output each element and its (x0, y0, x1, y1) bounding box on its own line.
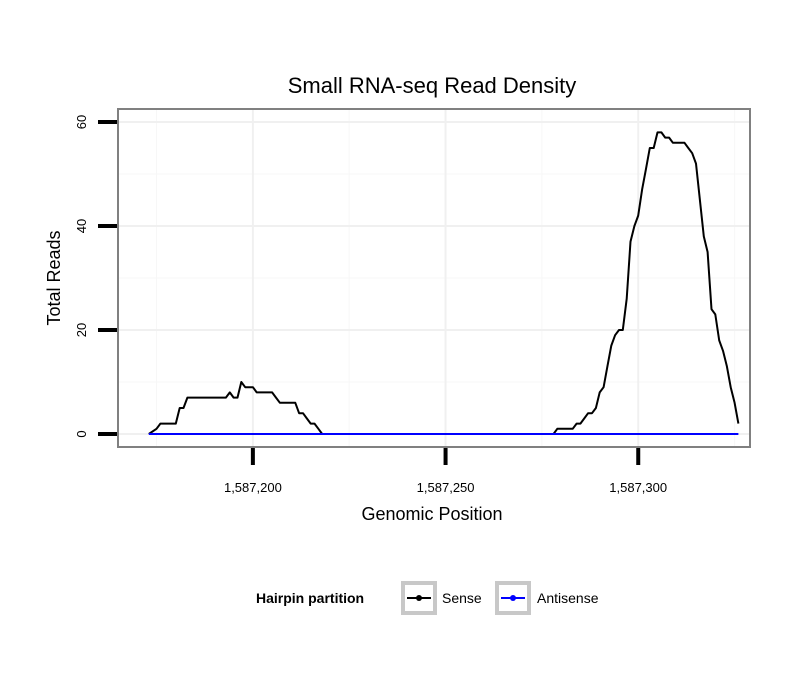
legend-title: Hairpin partition (256, 590, 364, 606)
x-axis: 1,587,200 1,587,250 1,587,300 (224, 448, 667, 495)
legend-label-antisense: Antisense (537, 590, 599, 606)
chart-title: Small RNA-seq Read Density (288, 73, 577, 98)
x-tick-label-1587250: 1,587,250 (417, 480, 475, 495)
legend-key-antisense-dot (510, 595, 516, 601)
legend: Hairpin partition Sense Antisense (256, 581, 599, 615)
x-tick-label-1587300: 1,587,300 (609, 480, 667, 495)
x-tick-label-1587200: 1,587,200 (224, 480, 282, 495)
y-axis: 0 20 40 60 (74, 115, 117, 438)
x-axis-label: Genomic Position (361, 504, 502, 524)
legend-item-sense: Sense (401, 581, 482, 615)
legend-label-sense: Sense (442, 590, 482, 606)
y-tick-label-40: 40 (74, 219, 89, 233)
legend-key-sense-dot (416, 595, 422, 601)
plot-area (117, 108, 751, 448)
plot-border (117, 108, 751, 448)
series-layer (148, 131, 740, 435)
y-tick-label-20: 20 (74, 323, 89, 337)
y-tick-label-60: 60 (74, 115, 89, 129)
y-axis-label: Total Reads (44, 230, 64, 325)
y-tick-label-0: 0 (74, 430, 89, 437)
legend-item-antisense: Antisense (495, 581, 599, 615)
